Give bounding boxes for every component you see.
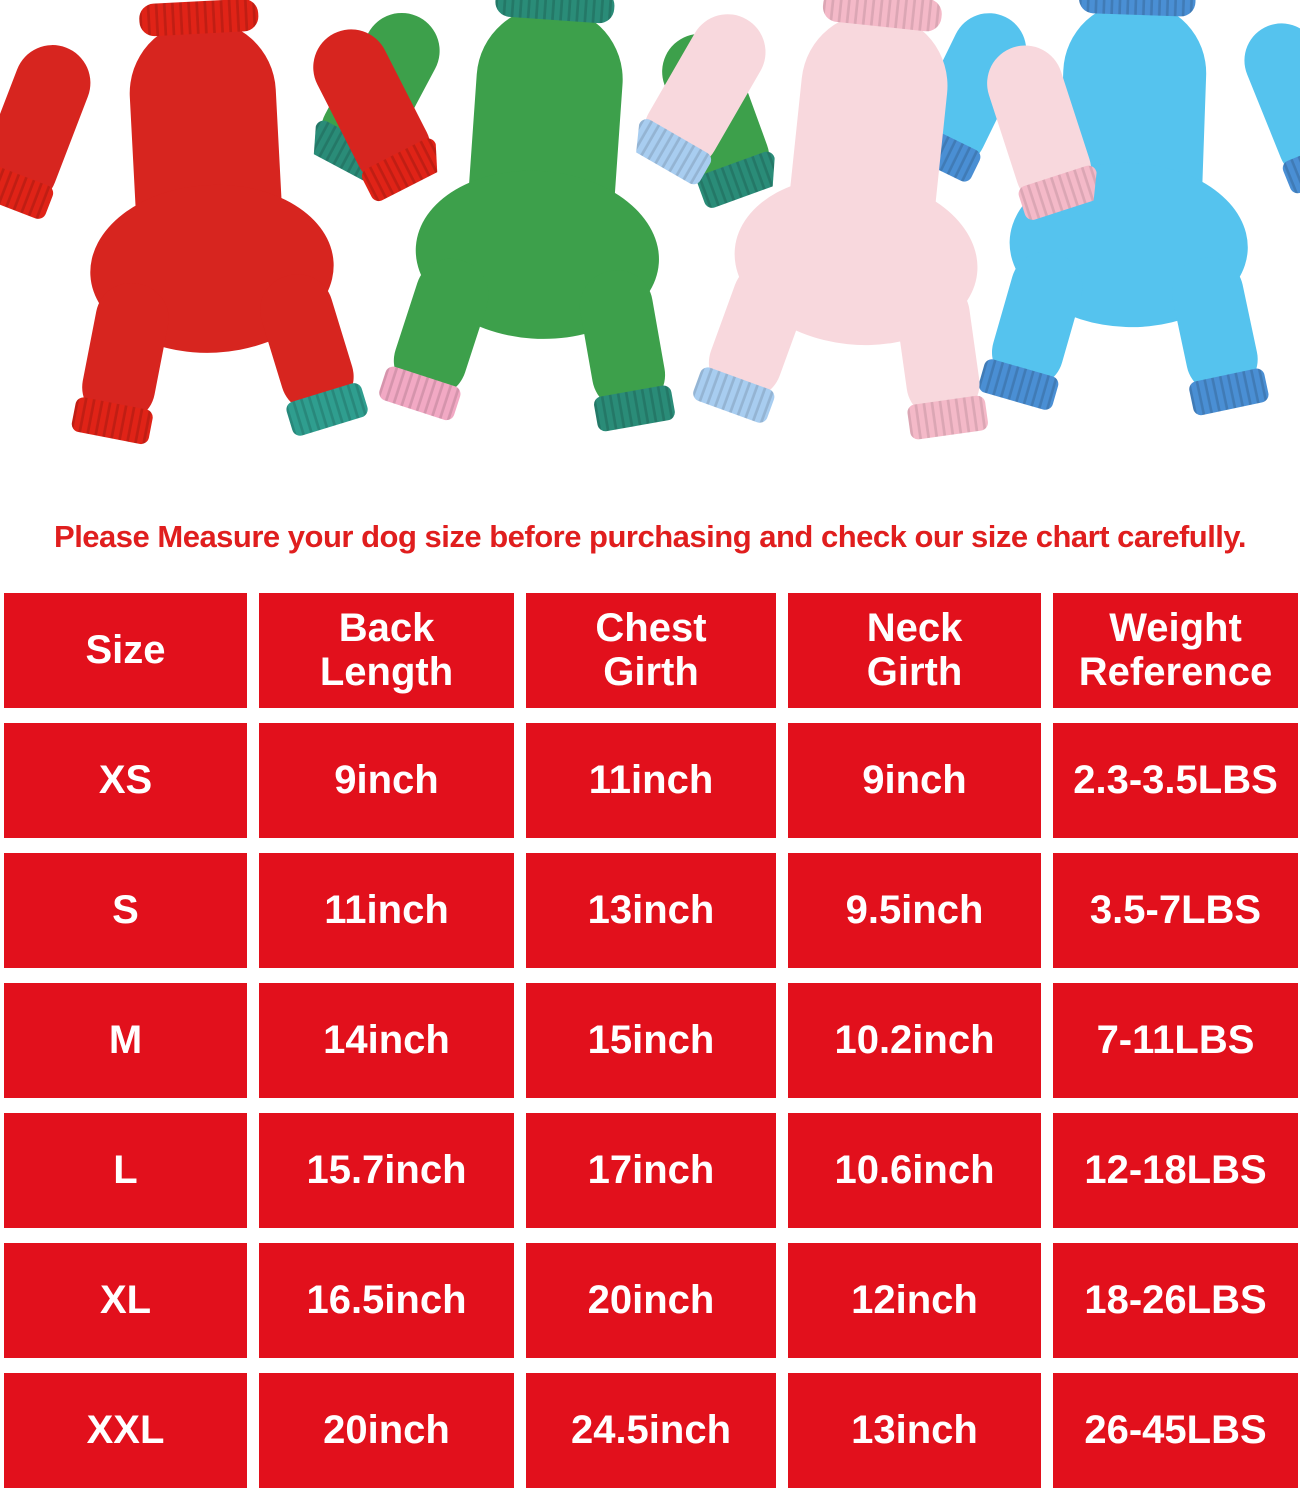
data-cell: 11inch <box>526 723 776 838</box>
data-cell: 15inch <box>526 983 776 1098</box>
svg-text:❄: ❄ <box>57 205 86 244</box>
data-cell: 14inch <box>259 983 514 1098</box>
svg-text:❄: ❄ <box>330 188 359 227</box>
header-cell: Size <box>4 593 247 708</box>
sleeve-cuff <box>697 151 782 208</box>
header-cell: Chest Girth <box>526 593 776 708</box>
data-cell: L <box>4 1113 247 1228</box>
data-cell: 24.5inch <box>526 1373 776 1488</box>
data-cell: 26-45LBS <box>1053 1373 1298 1488</box>
data-cell: 9inch <box>259 723 514 838</box>
data-cell: 13inch <box>526 853 776 968</box>
data-cell: 13inch <box>788 1373 1041 1488</box>
data-cell: 10.2inch <box>788 983 1041 1098</box>
data-cell: 12-18LBS <box>1053 1113 1298 1228</box>
svg-text:✳: ✳ <box>287 51 303 72</box>
collar <box>822 0 942 32</box>
header-cell: Weight Reference <box>1053 593 1298 708</box>
data-cell: M <box>4 983 247 1098</box>
sleeve-cuff <box>361 138 445 202</box>
header-cell: Neck Girth <box>788 593 1041 708</box>
leg-cuff <box>71 397 153 445</box>
sleeve-cuff <box>0 161 54 219</box>
data-cell: XS <box>4 723 247 838</box>
collar <box>495 0 615 24</box>
leg-cuff-green <box>286 383 368 436</box>
svg-text:★: ★ <box>722 149 755 190</box>
svg-text:❄: ❄ <box>1246 285 1267 314</box>
measure-notice: Please Measure your dog size before purc… <box>54 519 1246 554</box>
data-cell: 10.6inch <box>788 1113 1041 1228</box>
leg-cuff <box>907 395 988 440</box>
data-cell: 11inch <box>259 853 514 968</box>
svg-text:✳: ✳ <box>115 63 131 84</box>
pajama-red-nordic: ❄❄ ❄❄ ✳✳ ✳ ❄❄ ✳ <box>0 0 453 445</box>
sleeve-cuff-blue <box>629 119 712 185</box>
collar <box>1079 0 1196 17</box>
data-cell: XL <box>4 1243 247 1358</box>
data-cell: XXL <box>4 1373 247 1488</box>
size-chart: Size Back Length Chest Girth Neck Girth … <box>4 593 1298 1488</box>
pajama-pink-snowman: ★★ ★★ ✳ <box>606 0 1114 442</box>
data-cell: 12inch <box>788 1243 1041 1358</box>
data-cell: 18-26LBS <box>1053 1243 1298 1358</box>
ho-text: HO <box>478 354 556 419</box>
leg-cuff <box>1189 368 1269 416</box>
collar <box>139 0 259 37</box>
pajama-showcase: ❄❄ ❄❄ ✳✳ ✳ ❄❄ ✳ <box>0 0 1300 500</box>
data-cell: S <box>4 853 247 968</box>
data-cell: 15.7inch <box>259 1113 514 1228</box>
data-cell: 20inch <box>526 1243 776 1358</box>
header-cell: Back Length <box>259 593 514 708</box>
data-cell: 20inch <box>259 1373 514 1488</box>
data-cell: 3.5-7LBS <box>1053 853 1298 968</box>
leg-cuff <box>978 359 1059 410</box>
snowman-head-motif <box>1092 330 1159 407</box>
data-cell: 17inch <box>526 1113 776 1228</box>
data-cell: 7-11LBS <box>1053 983 1298 1098</box>
data-cell: 2.3-3.5LBS <box>1053 723 1298 838</box>
data-cell: 9.5inch <box>788 853 1041 968</box>
leg-cuff-pink <box>379 366 461 421</box>
leg-cuff-blue <box>693 367 775 423</box>
data-cell: 16.5inch <box>259 1243 514 1358</box>
data-cell: 9inch <box>788 723 1041 838</box>
sleeve-cuff <box>1018 165 1103 220</box>
leg-cuff <box>594 385 675 432</box>
